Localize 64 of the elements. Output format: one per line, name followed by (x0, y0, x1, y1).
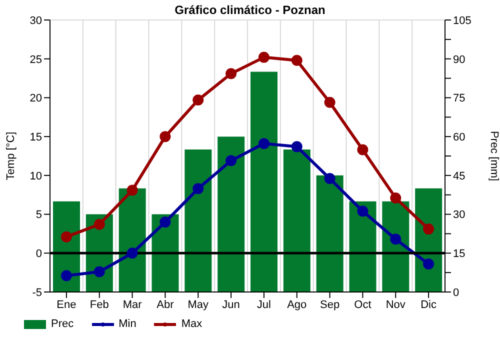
point (192, 94, 204, 106)
point (126, 184, 138, 196)
y2-tick-label: 75 (453, 92, 466, 105)
y-tick-label: 0 (36, 248, 42, 260)
y2-tick-label: 30 (453, 209, 466, 222)
x-tick-label: Ene (56, 298, 76, 311)
y2-tick-label: 60 (453, 131, 466, 144)
y-tick-label: 30 (30, 14, 42, 27)
y-tick-label: 5 (36, 209, 42, 222)
chart-title: Gráfico climático - Poznan (174, 3, 326, 17)
y2-tick-label: 0 (453, 286, 460, 299)
point (160, 216, 171, 228)
x-tick-label: Jun (222, 298, 240, 311)
point (258, 138, 270, 150)
x-tick-label: Dic (420, 298, 437, 311)
point (390, 192, 402, 204)
y-tick-label: 20 (30, 92, 42, 105)
legend-label: Prec (51, 318, 74, 330)
bar (250, 72, 278, 292)
y2-tick-label: 15 (453, 248, 466, 260)
point (357, 206, 368, 217)
bar (184, 150, 212, 292)
x-tick-label: Nov (386, 298, 406, 311)
point (60, 270, 72, 282)
y2-axis-title: Prec [mm] (488, 130, 500, 182)
point (160, 131, 171, 142)
bar (218, 136, 245, 292)
bar (349, 201, 376, 292)
point (390, 234, 402, 245)
point (226, 68, 237, 80)
legend-label: Min (118, 318, 136, 330)
point (192, 183, 204, 194)
point (291, 141, 302, 152)
point (324, 173, 336, 184)
x-tick-label: Feb (90, 298, 109, 311)
y-tick-label: 10 (30, 170, 42, 182)
bar (283, 150, 310, 292)
point (94, 218, 105, 230)
point (357, 144, 368, 156)
y-tick-label: 25 (30, 54, 42, 66)
y-tick-label: 15 (30, 131, 42, 144)
x-tick-label: Abr (156, 298, 174, 311)
point (226, 155, 237, 166)
point (324, 96, 336, 108)
point (291, 54, 302, 66)
point (94, 266, 105, 278)
point (423, 258, 434, 270)
bar (316, 175, 344, 292)
x-tick-label: May (188, 298, 210, 311)
x-tick-label: Sep (320, 298, 340, 311)
point (258, 52, 270, 63)
x-tick-label: Ago (287, 298, 307, 311)
y2-tick-label: 90 (453, 54, 466, 66)
y2-tick-label: 45 (453, 170, 466, 182)
x-tick-label: Mar (122, 298, 142, 311)
y-tick-label: -5 (32, 286, 42, 299)
legend-label: Max (181, 318, 202, 330)
point (60, 231, 72, 242)
y2-tick-label: 105 (453, 14, 472, 27)
x-tick-label: Jul (256, 298, 271, 311)
x-tick-label: Oct (354, 298, 372, 311)
point (423, 224, 434, 235)
point (126, 248, 138, 259)
y-axis-title: Temp [°C] (4, 132, 17, 180)
